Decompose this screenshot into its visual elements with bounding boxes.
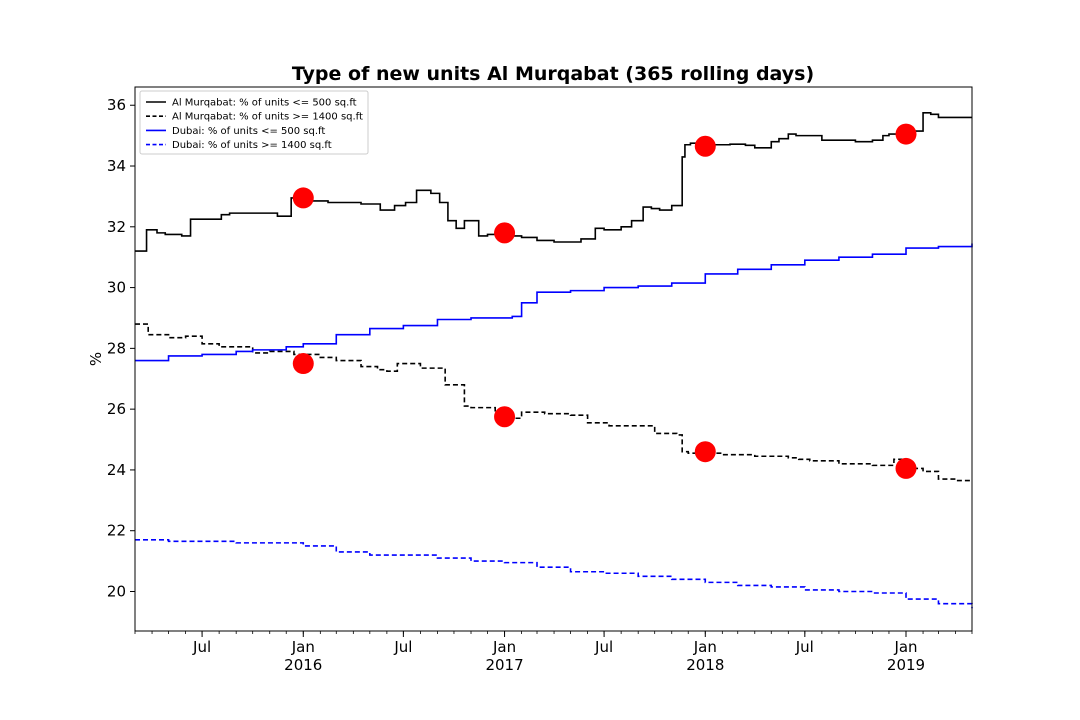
legend-box — [139, 90, 369, 155]
marker-point-3 — [694, 135, 716, 157]
x-tick-label: Jul — [192, 638, 211, 656]
y-tick-label: 34 — [107, 157, 126, 175]
x-tick-year-label: 2019 — [887, 656, 925, 674]
x-tick-year-label: 2016 — [284, 656, 322, 674]
marker-point-2 — [494, 222, 516, 244]
marker-point-4 — [895, 123, 917, 145]
series-line-1 — [135, 112, 972, 252]
legend-label-3: Dubai: % of units <= 500 sq.ft — [172, 126, 325, 137]
legend: Al Murqabat: % of units <= 500 sq.ft Al M… — [139, 90, 369, 155]
y-tick-label: 26 — [107, 400, 126, 418]
x-tick-label: Jul — [594, 638, 613, 656]
series-layer — [135, 112, 973, 609]
x-tick-label: Jan — [492, 638, 516, 656]
marker-point-8 — [895, 457, 917, 479]
y-tick-label: 30 — [107, 279, 126, 297]
series-line-4 — [135, 539, 973, 609]
series-line-3 — [135, 243, 973, 362]
legend-label-4: Dubai: % of units >= 1400 sq.ft — [172, 140, 332, 151]
x-tick-label: Jan — [693, 638, 717, 656]
marker-point-6 — [494, 406, 516, 428]
x-tick-label: Jul — [393, 638, 412, 656]
x-tick-label: Jan — [291, 638, 315, 656]
y-tick-label: 32 — [107, 218, 126, 236]
marker-point-1 — [292, 187, 314, 209]
chart-title: Type of new units Al Murqabat (365 rolli… — [292, 63, 814, 85]
legend-label-1: Al Murqabat: % of units <= 500 sq.ft — [172, 98, 357, 109]
y-tick-label: 24 — [107, 461, 126, 479]
y-tick-label: 22 — [107, 522, 126, 540]
x-tick-year-label: 2018 — [686, 656, 724, 674]
marker-point-5 — [292, 353, 314, 375]
marker-point-7 — [694, 441, 716, 463]
y-tick-label: 36 — [107, 96, 126, 114]
y-axis-label: % — [87, 352, 105, 366]
plot-frame — [134, 86, 973, 632]
marker-layer — [292, 123, 917, 479]
series-line-2 — [135, 323, 972, 482]
x-tick-year-label: 2017 — [485, 656, 523, 674]
y-tick-label: 28 — [107, 339, 126, 357]
x-tick-label: Jul — [795, 638, 814, 656]
x-tick-label: Jan — [893, 638, 917, 656]
y-tick-label: 20 — [107, 582, 126, 600]
legend-label-2: Al Murqabat: % of units >= 1400 sq.ft — [172, 112, 363, 123]
